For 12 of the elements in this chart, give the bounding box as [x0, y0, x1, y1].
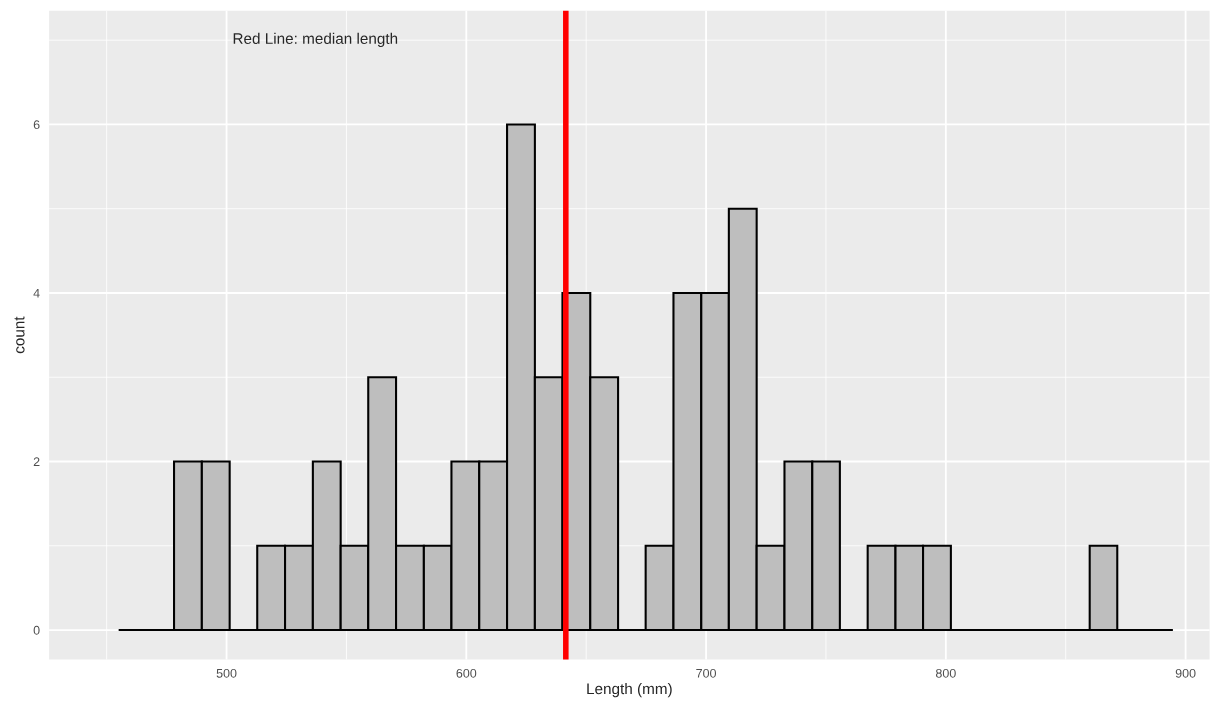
x-tick-label: 600	[456, 668, 477, 678]
x-axis-title: Length (mm)	[587, 682, 672, 698]
y-tick-label: 2	[33, 457, 40, 467]
x-tick-label: 900	[1175, 668, 1196, 678]
x-tick-label: 500	[216, 668, 237, 678]
annotation: Red Line: median length	[233, 32, 398, 48]
y-axis-title: count	[14, 316, 25, 354]
y-tick-label: 0	[33, 625, 40, 635]
y-tick-label: 6	[33, 120, 40, 130]
x-tick-label: 800	[935, 668, 956, 678]
x-tick-label: 700	[696, 668, 717, 678]
y-tick-label: 4	[33, 288, 40, 298]
